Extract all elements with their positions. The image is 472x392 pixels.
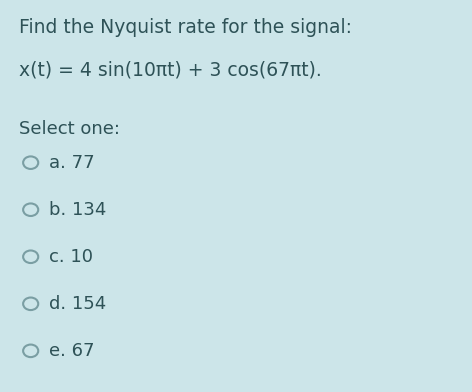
Text: b. 134: b. 134 bbox=[49, 201, 106, 219]
Circle shape bbox=[23, 203, 38, 216]
Text: c. 10: c. 10 bbox=[49, 248, 93, 266]
Text: Select one:: Select one: bbox=[19, 120, 120, 138]
Text: a. 77: a. 77 bbox=[49, 154, 94, 172]
Circle shape bbox=[23, 156, 38, 169]
Text: x(t) = 4 sin(10πt) + 3 cos(67πt).: x(t) = 4 sin(10πt) + 3 cos(67πt). bbox=[19, 61, 321, 80]
Circle shape bbox=[23, 345, 38, 357]
Text: Find the Nyquist rate for the signal:: Find the Nyquist rate for the signal: bbox=[19, 18, 352, 36]
Circle shape bbox=[23, 298, 38, 310]
Text: d. 154: d. 154 bbox=[49, 295, 106, 313]
Text: e. 67: e. 67 bbox=[49, 342, 94, 360]
Circle shape bbox=[23, 250, 38, 263]
